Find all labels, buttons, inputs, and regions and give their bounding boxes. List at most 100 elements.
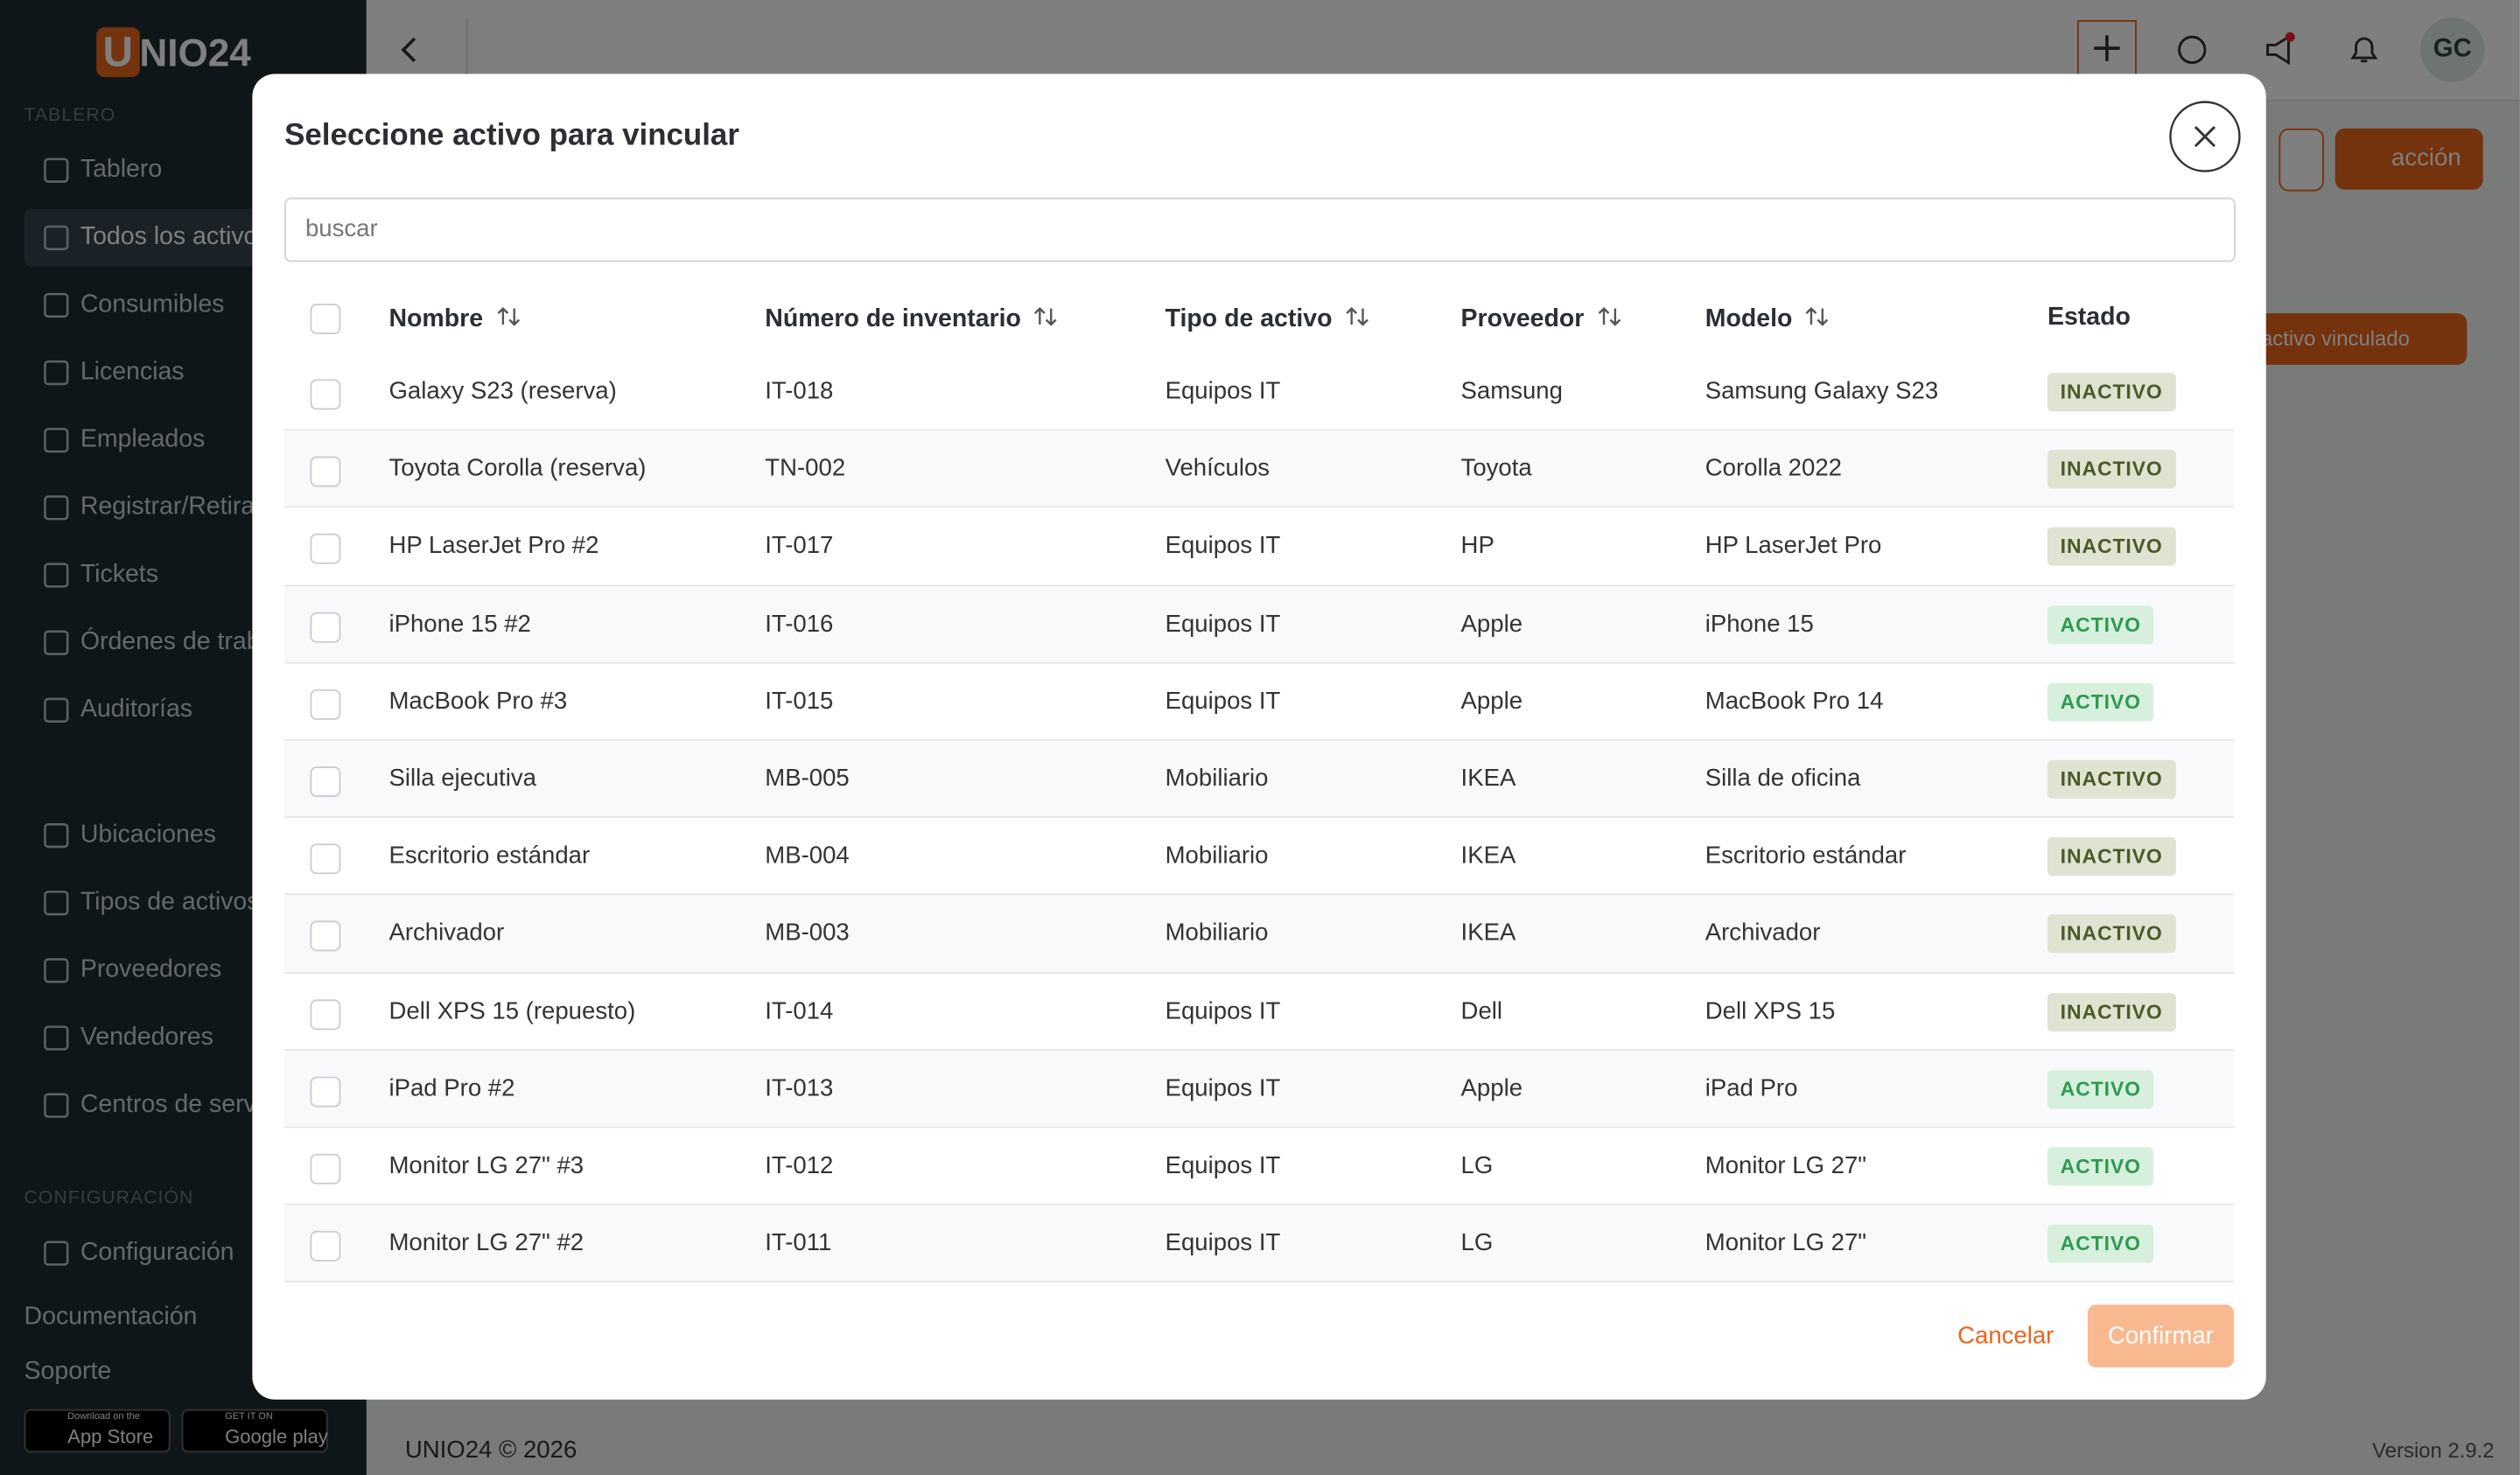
- modal: Seleccione activo para vincular buscar N…: [252, 73, 2266, 1400]
- column-header[interactable]: Tipo de activo: [1166, 304, 1369, 334]
- column-header[interactable]: Nombre: [388, 304, 520, 334]
- status-badge: INACTIVO: [2047, 837, 2176, 877]
- row-checkbox[interactable]: [310, 766, 341, 798]
- table-cell: Galaxy S23 (reserva): [388, 377, 617, 405]
- sort-icon[interactable]: [1805, 304, 1830, 329]
- modal-title: Seleccione activo para vincular: [284, 118, 739, 153]
- table-row[interactable]: Monitor LG 27" #3 IT-012 Equipos IT LG Monit…: [284, 1128, 2235, 1206]
- status-badge: ACTIVO: [2047, 1224, 2154, 1263]
- table-cell: Monitor LG 27" #3: [388, 1151, 584, 1180]
- table-cell: Equipos IT: [1165, 1074, 1281, 1102]
- table-cell: HP: [1460, 532, 1494, 560]
- row-checkbox[interactable]: [310, 921, 341, 953]
- search-input[interactable]: buscar: [284, 197, 2236, 262]
- table-cell: Mobiliario: [1165, 765, 1269, 793]
- table-cell: Equipos IT: [1165, 996, 1281, 1025]
- sort-icon[interactable]: [496, 304, 521, 329]
- row-checkbox[interactable]: [310, 534, 341, 565]
- table-cell: MB-003: [765, 919, 850, 947]
- table-cell: iPad Pro #2: [388, 1074, 515, 1102]
- close-button[interactable]: [2168, 100, 2242, 173]
- sort-icon[interactable]: [1034, 304, 1059, 329]
- table-cell: TN-002: [765, 455, 846, 483]
- table-cell: Monitor LG 27": [1704, 1229, 1867, 1257]
- table-cell: IT-016: [765, 610, 834, 638]
- table-cell: IT-013: [765, 1074, 834, 1102]
- table-row[interactable]: iPhone 15 #2 IT-016 Equipos IT Apple iPhone …: [284, 585, 2235, 664]
- table-cell: Dell XPS 15 (repuesto): [388, 996, 636, 1025]
- table-cell: iPad Pro: [1704, 1074, 1798, 1102]
- table-row[interactable]: Archivador MB-003 Mobiliario IKEA Archivador…: [284, 895, 2235, 974]
- row-checkbox[interactable]: [310, 998, 341, 1030]
- table-cell: iPhone 15 #2: [388, 610, 531, 638]
- sort-icon[interactable]: [1597, 304, 1621, 329]
- table-cell: Equipos IT: [1165, 532, 1281, 560]
- table-cell: IT-014: [765, 996, 834, 1025]
- row-checkbox[interactable]: [310, 456, 341, 487]
- table-row[interactable]: MacBook Pro #3 IT-015 Equipos IT Apple MacBo…: [284, 663, 2235, 741]
- table-cell: IKEA: [1460, 919, 1516, 947]
- cancel-button[interactable]: Cancelar: [1957, 1322, 2054, 1350]
- table-cell: IKEA: [1460, 842, 1516, 870]
- table-cell: LG: [1460, 1151, 1494, 1180]
- table-cell: Mobiliario: [1165, 842, 1269, 870]
- table-cell: Apple: [1460, 687, 1523, 715]
- table-row[interactable]: Toyota Corolla (reserva) TN-002 Vehículos T…: [284, 430, 2235, 509]
- table-cell: MacBook Pro #3: [388, 687, 568, 715]
- table-row[interactable]: Galaxy S23 (reserva) IT-018 Equipos IT Sams…: [284, 353, 2235, 431]
- table-cell: Dell: [1460, 996, 1503, 1025]
- table-cell: IT-018: [765, 377, 834, 405]
- table-cell: MB-005: [765, 765, 850, 793]
- status-badge: ACTIVO: [2047, 1147, 2154, 1186]
- status-badge: ACTIVO: [2047, 1069, 2154, 1108]
- row-checkbox[interactable]: [310, 1076, 341, 1108]
- table-cell: Dell XPS 15: [1704, 996, 1836, 1025]
- table-cell: iPhone 15: [1704, 610, 1814, 638]
- row-checkbox[interactable]: [310, 1153, 341, 1185]
- table-cell: Archivador: [1704, 919, 1821, 947]
- table-cell: HP LaserJet Pro #2: [388, 532, 599, 560]
- row-checkbox[interactable]: [310, 843, 341, 875]
- table-cell: Toyota: [1460, 455, 1532, 483]
- table-cell: Mobiliario: [1165, 919, 1269, 947]
- table-row[interactable]: Silla ejecutiva MB-005 Mobiliario IKEA Silla…: [284, 740, 2235, 819]
- table-cell: Apple: [1460, 610, 1523, 638]
- table-row[interactable]: Dell XPS 15 (repuesto) IT-014 Equipos IT De…: [284, 973, 2235, 1051]
- table-cell: Equipos IT: [1165, 1229, 1281, 1257]
- row-checkbox[interactable]: [310, 379, 341, 410]
- status-badge: INACTIVO: [2047, 528, 2176, 567]
- table-row[interactable]: Escritorio estándar MB-004 Mobiliario IKEA E…: [284, 818, 2235, 896]
- table-cell: Apple: [1460, 1074, 1523, 1102]
- column-header[interactable]: Número de inventario: [765, 304, 1058, 334]
- table-row[interactable]: Monitor LG 27" #2 IT-011 Equipos IT LG Monit…: [284, 1205, 2235, 1283]
- table-cell: MacBook Pro 14: [1704, 687, 1884, 715]
- table-row[interactable]: iPad Pro #2 IT-013 Equipos IT Apple iPad Pro…: [284, 1050, 2235, 1129]
- table-cell: Equipos IT: [1165, 687, 1281, 715]
- table-cell: Samsung: [1460, 377, 1563, 405]
- sort-icon[interactable]: [1345, 304, 1369, 329]
- row-checkbox[interactable]: [310, 1231, 341, 1262]
- table-row[interactable]: HP LaserJet Pro #2 IT-017 Equipos IT HP HP L…: [284, 508, 2235, 586]
- status-badge: INACTIVO: [2047, 759, 2176, 799]
- column-header[interactable]: Proveedor: [1461, 304, 1621, 334]
- row-checkbox[interactable]: [310, 689, 341, 720]
- status-badge: INACTIVO: [2047, 992, 2176, 1031]
- column-header[interactable]: Estado: [2047, 304, 2131, 332]
- table-cell: Monitor LG 27" #2: [388, 1229, 584, 1257]
- table-cell: Vehículos: [1165, 455, 1270, 483]
- table-cell: Equipos IT: [1165, 610, 1281, 638]
- status-badge: INACTIVO: [2047, 373, 2176, 412]
- table-cell: Escritorio estándar: [1704, 842, 1907, 870]
- table-cell: Equipos IT: [1165, 377, 1281, 405]
- row-checkbox[interactable]: [310, 612, 341, 642]
- table-cell: IT-015: [765, 687, 834, 715]
- column-header[interactable]: Modelo: [1705, 304, 1830, 334]
- status-badge: ACTIVO: [2047, 605, 2154, 644]
- table-cell: IT-017: [765, 532, 834, 560]
- confirm-button[interactable]: Confirmar: [2087, 1304, 2235, 1368]
- header-checkbox[interactable]: [310, 304, 341, 335]
- table-cell: Corolla 2022: [1704, 455, 1842, 483]
- table-cell: Equipos IT: [1165, 1151, 1281, 1180]
- table-cell: LG: [1460, 1229, 1494, 1257]
